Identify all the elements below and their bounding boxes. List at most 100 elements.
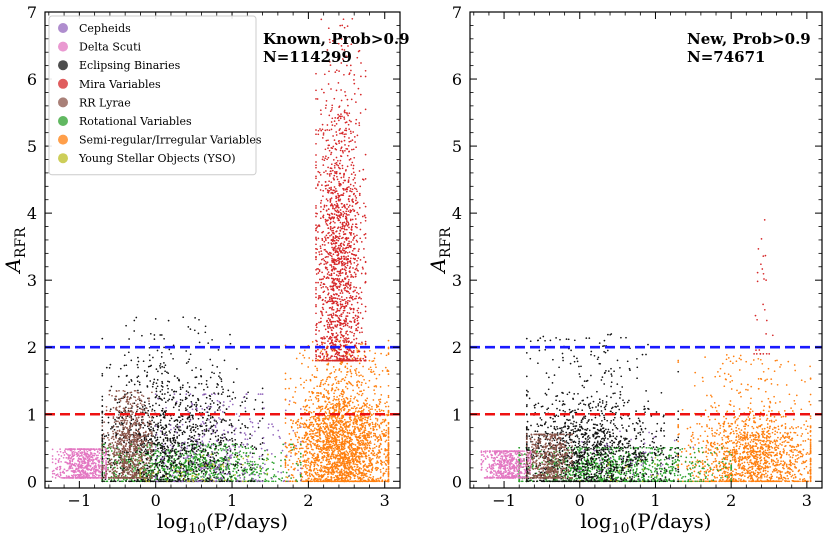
scatter-point — [332, 403, 334, 405]
scatter-point — [109, 466, 112, 469]
scatter-point — [362, 375, 364, 378]
scatter-point — [343, 456, 346, 458]
scatter-point — [337, 404, 339, 407]
scatter-point — [355, 449, 357, 452]
scatter-point — [344, 458, 347, 461]
scatter-point — [359, 410, 362, 413]
scatter-point — [187, 391, 190, 394]
scatter-point — [387, 453, 390, 456]
scatter-point — [107, 434, 110, 436]
scatter-point — [154, 443, 157, 446]
scatter-point — [156, 478, 159, 481]
scatter-point — [151, 470, 153, 472]
scatter-point — [316, 455, 319, 458]
scatter-point — [334, 467, 336, 470]
scatter-point — [365, 469, 367, 472]
scatter-point — [321, 430, 324, 433]
scatter-point — [324, 382, 326, 385]
scatter-point — [368, 368, 370, 370]
scatter-point — [376, 440, 379, 443]
scatter-point — [351, 438, 353, 441]
scatter-point — [201, 425, 203, 428]
scatter-point — [366, 419, 369, 422]
scatter-point — [161, 475, 164, 478]
scatter-point — [333, 476, 335, 479]
scatter-point — [321, 455, 324, 458]
scatter-point — [387, 439, 390, 441]
scatter-point — [227, 389, 230, 392]
scatter-point — [312, 457, 315, 460]
scatter-point — [318, 385, 321, 387]
scatter-point — [295, 479, 297, 481]
scatter-point — [172, 344, 175, 347]
scatter-point — [340, 370, 343, 373]
scatter-point — [338, 480, 340, 483]
scatter-point — [360, 415, 363, 418]
scatter-point — [319, 446, 322, 449]
scatter-point — [374, 363, 377, 366]
scatter-point — [338, 433, 341, 436]
scatter-point — [284, 422, 287, 424]
scatter-point — [156, 428, 159, 431]
scatter-point — [343, 399, 346, 402]
scatter-point — [375, 417, 377, 420]
scatter-point — [244, 461, 246, 464]
scatter-point — [327, 418, 330, 421]
scatter-point — [349, 420, 351, 423]
scatter-point — [178, 421, 181, 424]
scatter-point — [382, 467, 385, 470]
scatter-point — [355, 374, 358, 376]
scatter-point — [325, 426, 328, 429]
scatter-point — [312, 403, 315, 405]
scatter-point — [173, 390, 176, 393]
scatter-point — [171, 478, 174, 481]
scatter-point — [319, 448, 322, 450]
scatter-point — [356, 420, 359, 423]
scatter-point — [234, 448, 236, 451]
scatter-point — [195, 405, 198, 408]
scatter-point — [326, 433, 328, 436]
scatter-point — [186, 475, 189, 478]
scatter-point — [379, 451, 382, 454]
scatter-point — [148, 423, 151, 425]
scatter-point — [120, 480, 123, 483]
scatter-point — [284, 378, 287, 381]
scatter-point — [159, 365, 161, 367]
scatter-point — [305, 441, 307, 443]
scatter-point — [381, 370, 384, 372]
scatter-point — [206, 452, 209, 454]
scatter-point — [168, 475, 171, 478]
scatter-point — [217, 449, 220, 451]
scatter-point — [331, 453, 333, 456]
scatter-point — [137, 366, 139, 369]
scatter-point — [367, 470, 369, 472]
scatter-point — [136, 380, 139, 383]
scatter-point — [380, 409, 383, 412]
scatter-point — [244, 468, 247, 471]
scatter-point — [159, 421, 162, 424]
scatter-point — [338, 417, 341, 420]
scatter-point — [329, 443, 331, 446]
scatter-point — [364, 434, 367, 437]
scatter-point — [153, 442, 156, 445]
scatter-point — [368, 476, 371, 479]
scatter-point — [322, 466, 324, 469]
scatter-point — [107, 467, 109, 469]
scatter-point — [238, 453, 241, 456]
scatter-point — [382, 434, 385, 436]
scatter-point — [375, 406, 378, 409]
scatter-point — [328, 446, 330, 448]
scatter-point — [247, 447, 250, 450]
scatter-point — [215, 445, 217, 448]
scatter-point — [125, 324, 127, 327]
scatter-point — [371, 421, 374, 424]
scatter-point — [203, 388, 205, 391]
scatter-point — [114, 480, 116, 483]
scatter-point — [307, 461, 310, 463]
scatter-point — [311, 448, 313, 451]
scatter-point — [338, 405, 341, 408]
scatter-point — [387, 456, 390, 459]
scatter-point — [139, 480, 142, 483]
scatter-point — [348, 480, 351, 483]
scatter-point — [353, 429, 355, 431]
